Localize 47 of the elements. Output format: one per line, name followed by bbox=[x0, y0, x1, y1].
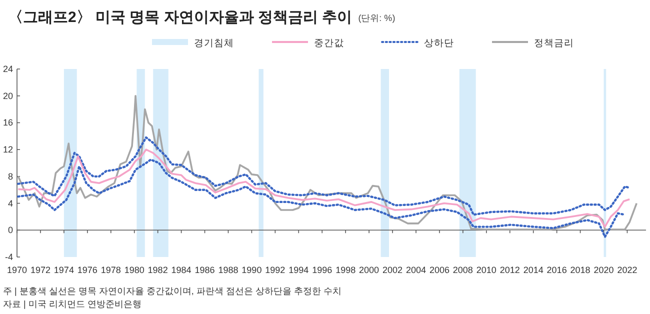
x-tick-label: 2012 bbox=[500, 265, 520, 275]
y-tick-label: 24 bbox=[2, 64, 13, 74]
x-tick-label: 1978 bbox=[100, 265, 121, 275]
x-tick-label: 1992 bbox=[265, 265, 286, 275]
x-tick-label: 2022 bbox=[617, 265, 638, 275]
x-tick-label: 2010 bbox=[476, 265, 496, 275]
x-tick-label: 1984 bbox=[171, 265, 192, 275]
x-tick-label: 1972 bbox=[30, 265, 50, 275]
x-tick-label: 2016 bbox=[546, 265, 567, 275]
y-tick-label: 8 bbox=[8, 171, 13, 182]
x-tick-label: 2002 bbox=[382, 265, 403, 275]
x-tick-label: 1988 bbox=[218, 265, 238, 275]
x-tick-label: 2006 bbox=[429, 265, 450, 275]
x-tick-label: 1976 bbox=[77, 265, 98, 275]
y-tick-label: -4 bbox=[4, 252, 13, 262]
x-tick-label: 1996 bbox=[312, 265, 332, 275]
chart-subtitle: (단위: %) bbox=[358, 13, 396, 23]
x-tick-label: 1998 bbox=[336, 265, 356, 275]
x-tick-label: 2014 bbox=[523, 265, 544, 275]
line-series bbox=[17, 158, 626, 238]
line-series bbox=[17, 148, 630, 228]
y-tick-label: 12 bbox=[2, 144, 13, 155]
x-tick-label: 1986 bbox=[194, 265, 215, 275]
x-tick-label: 1974 bbox=[54, 265, 74, 275]
x-tick-label: 2008 bbox=[452, 265, 473, 275]
x-tick-label: 2000 bbox=[359, 265, 380, 275]
y-tick-label: 4 bbox=[8, 198, 13, 208]
legend-label: 상하단 bbox=[424, 38, 454, 49]
line-series bbox=[17, 136, 631, 216]
x-tick-label: 1990 bbox=[242, 265, 262, 275]
line-series bbox=[17, 94, 638, 230]
y-tick-label: 20 bbox=[2, 90, 13, 101]
chart-title: 〈그래프2〉 미국 명목 자연이자율과 정책금리 추이 bbox=[8, 9, 352, 26]
x-tick-label: 1970 bbox=[6, 265, 28, 275]
y-tick-label: 0 bbox=[8, 225, 13, 236]
x-tick-label: 2020 bbox=[594, 265, 614, 275]
x-tick-label: 2004 bbox=[406, 265, 426, 275]
text: 자료 | 미국 리치먼드 연방준비은행 bbox=[3, 299, 142, 309]
legend-label: 중간값 bbox=[314, 38, 344, 49]
x-tick-label: 2018 bbox=[570, 265, 590, 275]
y-tick-label: 16 bbox=[2, 118, 13, 128]
legend-label: 경기침체 bbox=[194, 38, 234, 49]
legend-label: 정책금리 bbox=[534, 38, 574, 49]
x-tick-label: 1994 bbox=[288, 265, 309, 275]
x-tick-label: 1980 bbox=[124, 265, 144, 275]
text: 주 | 분홍색 실선은 명목 자연이자율 중간값이며, 파란색 점선은 상하단을 추정한 수치 bbox=[3, 286, 342, 296]
x-tick-label: 1982 bbox=[148, 265, 168, 275]
